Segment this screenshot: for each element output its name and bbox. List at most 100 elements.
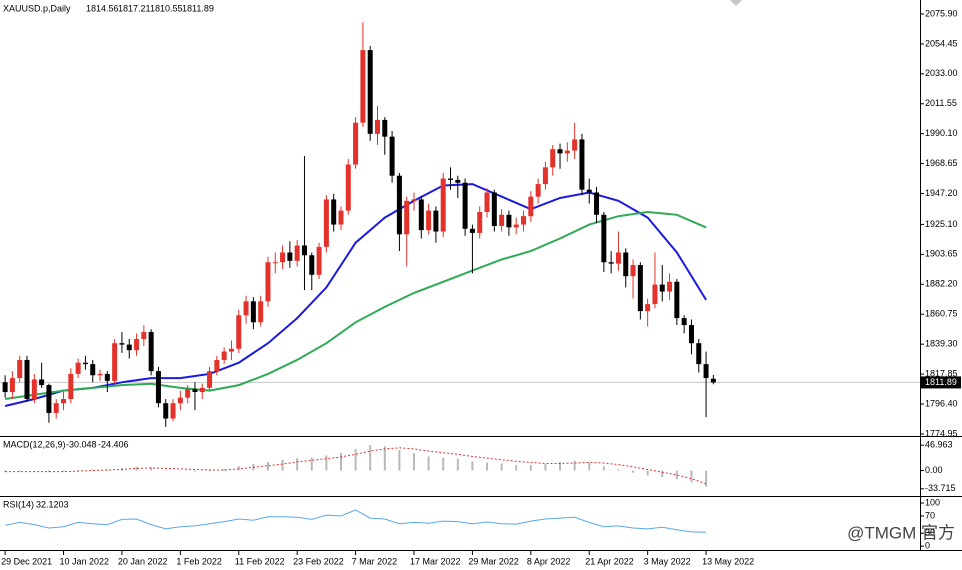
macd-bar (602, 466, 605, 471)
candle-body (287, 252, 293, 261)
candle-body (389, 136, 395, 176)
x-tick-label: 11 Feb 2022 (235, 556, 285, 566)
candle-body (528, 196, 534, 217)
candle-body (228, 348, 234, 352)
x-tick-label: 10 Jan 2022 (60, 556, 110, 566)
candle-body (207, 371, 213, 388)
candle-body (294, 245, 300, 261)
y-tick-label: 30 (925, 528, 935, 538)
candle-body (112, 343, 118, 381)
macd-bar (33, 470, 36, 472)
macd-bar (339, 452, 342, 471)
candle-body (462, 182, 468, 229)
candle-body (615, 252, 621, 264)
y-tick-label: 2075.90 (925, 8, 958, 18)
y-tick-label: 2033.00 (925, 68, 958, 78)
macd-bar (296, 458, 299, 471)
candle-body (586, 189, 592, 193)
candle-body (250, 301, 256, 323)
candle-body (535, 184, 541, 197)
candle-body (221, 351, 227, 360)
candle-body (550, 149, 556, 168)
macd-bar (135, 466, 138, 471)
chart-title: XAUUSD.p,Daily (3, 3, 71, 13)
candle-body (39, 379, 45, 386)
shift-marker (730, 0, 742, 6)
macd-bar (62, 470, 65, 472)
macd-bar (544, 464, 547, 471)
candle-body (214, 359, 220, 372)
rsi-line (4, 509, 707, 533)
candle-body (192, 389, 198, 393)
macd-bar (150, 467, 153, 471)
x-tick-label: 13 May 2022 (702, 556, 754, 566)
candle-body (477, 211, 483, 233)
x-tick-label: 23 Feb 2022 (293, 556, 344, 566)
x-tick-label: 29 Mar 2022 (468, 556, 519, 566)
macd-bar (193, 470, 196, 472)
candle-body (265, 262, 271, 302)
candle-body (309, 255, 315, 275)
candle-body (688, 325, 694, 344)
ohlc-value: 1814.56 (86, 3, 119, 13)
candle-body (243, 301, 249, 316)
macd-bar (529, 465, 532, 471)
macd-bar (47, 470, 50, 473)
candle-body (61, 399, 67, 404)
candle-body (367, 50, 373, 134)
macd-bar (705, 470, 708, 487)
y-tick-label: 70 (925, 510, 935, 520)
macd-bar (281, 459, 284, 471)
candle-body (404, 200, 410, 235)
ohlc-value: 1810.55 (150, 3, 183, 13)
indicator-title: RSI(14) (3, 499, 34, 509)
candle-body (703, 364, 709, 379)
moving-average (4, 210, 707, 400)
indicator-value: -30.048 (66, 439, 97, 449)
macd-bar (369, 445, 372, 471)
candle-body (542, 167, 548, 185)
macd-bar (486, 462, 489, 471)
y-tick-label: 2054.45 (925, 38, 958, 48)
candle-body (426, 210, 432, 231)
y-tick-label: 1925.10 (925, 219, 958, 229)
macd-bar (675, 470, 678, 480)
x-tick-label: 20 Jan 2022 (118, 556, 168, 566)
macd-bar (500, 463, 503, 471)
candle-body (258, 301, 264, 323)
candle-body (331, 199, 337, 225)
candle-body (418, 199, 424, 231)
candle-body (499, 214, 505, 226)
candle-body (572, 139, 578, 151)
candle-body (338, 210, 344, 225)
candle-body (75, 362, 81, 374)
candle-body (710, 378, 716, 383)
candle-body (382, 119, 388, 137)
current-price-label: 1811.89 (925, 377, 957, 387)
macd-bar (237, 466, 240, 471)
macd-bar (91, 469, 94, 471)
macd-bar (588, 462, 591, 471)
x-tick-label: 17 Mar 2022 (410, 556, 461, 566)
y-tick-label: 0.00 (925, 465, 943, 475)
candle-body (564, 150, 570, 154)
x-tick-label: 8 Apr 2022 (527, 556, 571, 566)
x-tick-label: 1 Feb 2022 (176, 556, 222, 566)
candle-body (90, 364, 96, 376)
macd-bar (266, 461, 269, 471)
macd-bar (106, 469, 109, 471)
candle-body (513, 224, 519, 228)
candle-body (630, 265, 636, 277)
macd-bar (646, 470, 649, 476)
y-tick-label: 100 (925, 497, 940, 507)
ohlc-value: 1811.89 (182, 3, 214, 13)
candle-body (491, 192, 497, 226)
candle-body (659, 284, 665, 292)
candle-body (31, 379, 37, 400)
candle-body (280, 252, 286, 263)
candle-body (674, 281, 680, 319)
candle-body (696, 343, 702, 365)
candle-body (272, 262, 278, 264)
candle-body (323, 199, 329, 247)
